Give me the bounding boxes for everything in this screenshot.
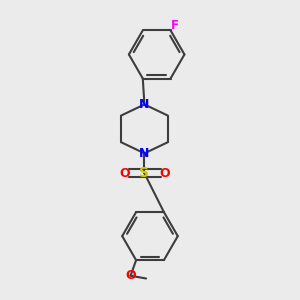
Text: F: F [171,20,179,32]
Text: N: N [139,98,150,111]
Text: O: O [120,167,130,180]
Text: S: S [140,166,149,180]
Text: O: O [160,167,170,180]
Text: N: N [139,147,150,160]
Text: O: O [125,269,136,282]
